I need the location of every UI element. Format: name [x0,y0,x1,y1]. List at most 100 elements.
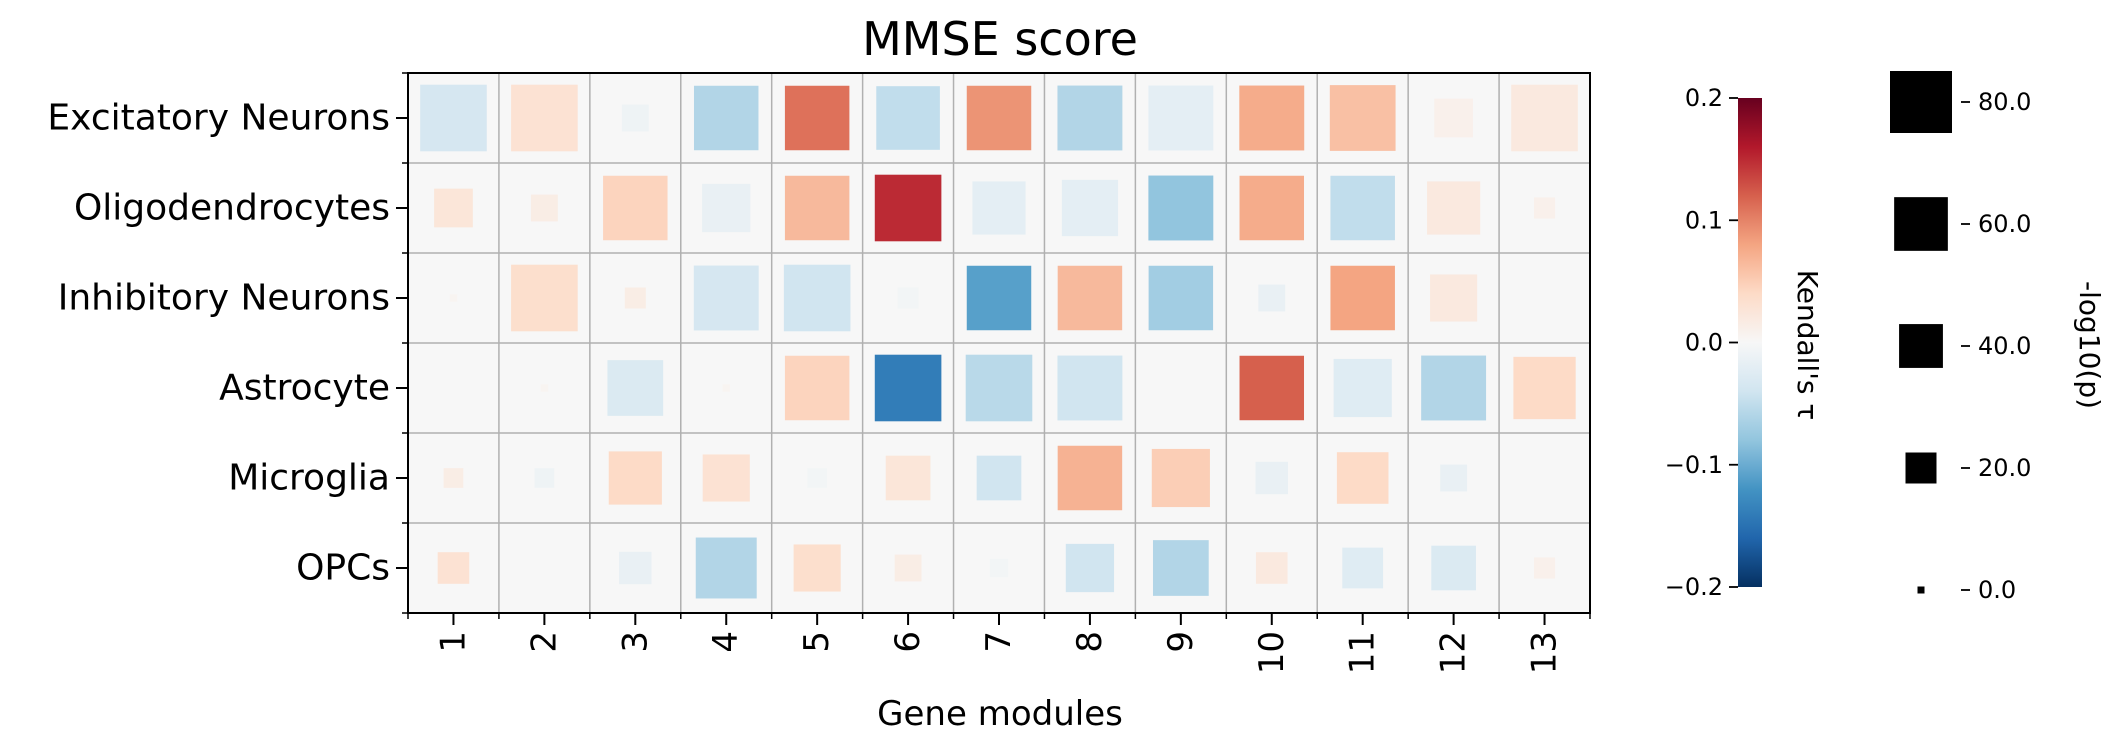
heatmap-cell-1-5 [784,85,850,151]
x-tick-label: 11 [1343,631,1383,674]
chart-title: MMSE score [862,12,1138,66]
heatmap-cell-5-12 [1440,464,1468,492]
heatmap-cell-4-11 [1333,358,1392,418]
heatmap-cell-6-5 [793,544,841,592]
heatmap-cell-3-11 [1330,265,1395,331]
heatmap-cell-2-10 [1239,175,1305,241]
heatmap-cell-2-7 [972,181,1026,235]
heatmap-cell-3-3 [624,287,646,309]
colorbar-tick-label: 0.1 [1685,206,1723,234]
heatmap-cell-5-8 [1057,445,1123,511]
heatmap-cell-1-13 [1511,84,1578,152]
heatmap-cell-6-6 [894,554,922,582]
colorbar-gradient [1738,98,1762,587]
x-axis-label: Gene modules [877,694,1123,734]
heatmap-cell-2-9 [1148,175,1214,241]
heatmap-cell-1-12 [1434,98,1473,138]
heatmap-cell-5-7 [976,455,1022,501]
heatmap-cell-3-6 [897,287,919,309]
heatmap-cell-2-4 [702,183,751,233]
y-tick-label: Excitatory Neurons [47,98,390,139]
heatmap-cell-4-3 [607,360,664,416]
heatmap-cell-3-9 [1148,265,1214,331]
size-legend-square [1905,452,1937,484]
heatmap-cell-2-11 [1330,175,1395,241]
heatmap-cell-1-11 [1329,85,1396,151]
heatmap-cell-1-2 [511,84,578,152]
heatmap-cell-4-4 [722,384,730,392]
heatmap-cell-6-4 [695,537,757,599]
x-tick-label: 13 [1525,631,1565,674]
heatmap-cell-5-3 [608,451,662,505]
size-legend-tick-label: 60.0 [1978,210,2031,238]
y-tick-label: Oligodendrocytes [74,188,390,229]
colorbar-tick-label: 0.2 [1685,84,1723,112]
heatmap-cell-5-1 [443,468,464,488]
heatmap-cell-2-8 [1061,179,1119,237]
x-tick-label: 7 [979,631,1019,653]
heatmap-cell-3-7 [966,265,1032,331]
heatmap-cell-5-11 [1336,452,1389,504]
heatmap-cell-2-12 [1427,181,1481,235]
colorbar-tick-label: −0.2 [1665,573,1723,601]
heatmap-cell-3-4 [693,265,759,331]
heatmap-cell-1-6 [876,86,940,150]
x-tick-label: 2 [524,631,564,653]
heatmap-cell-2-3 [603,175,668,241]
heatmap-cell-3-8 [1057,265,1123,331]
size-legend-square [1890,71,1952,133]
heatmap-cell-6-7 [989,558,1009,578]
y-tick-label: Astrocyte [219,368,390,409]
x-tick-label: 3 [615,631,655,653]
colorbar-tick-label: 0.0 [1685,329,1723,357]
x-tick-label: 4 [706,631,746,653]
size-legend: 80.0 60.0 40.0 20.0 0.0 [1890,71,2031,604]
colorbar-tick-label: −0.1 [1665,451,1723,479]
heatmap-cell-6-11 [1342,547,1384,589]
heatmap-cell-4-2 [540,384,549,392]
heatmap-cell-3-10 [1258,284,1286,312]
heatmap-cell-4-6 [874,354,942,422]
heatmap-cell-6-13 [1534,557,1556,579]
heatmap-cell-3-2 [511,264,578,332]
heatmap-cell-1-4 [693,85,759,151]
size-legend-square [1917,586,1925,594]
heatmap-cell-5-5 [807,468,828,488]
size-legend-square [1894,197,1948,251]
heatmap-cell-6-1 [437,552,470,584]
colorbar-label: Kendall's τ [1791,270,1824,420]
heatmap-cell-4-7 [965,354,1033,422]
y-tick-label: OPCs [296,548,390,589]
heatmap-cell-5-9 [1151,448,1210,508]
size-legend-square [1899,324,1943,368]
heatmap-cell-1-3 [621,104,649,132]
heatmap-cell-1-9 [1148,85,1214,151]
heatmap-cell-4-8 [1057,355,1123,421]
heatmap-cell-4-5 [784,355,850,421]
colorbar: 0.2 0.1 0.0 −0.1 −0.2 [1665,84,1762,601]
size-legend-tick-label: 40.0 [1978,332,2031,360]
size-legend-tick-label: 0.0 [1978,576,2016,604]
heatmap-cell-4-12 [1421,355,1487,421]
x-tick-label: 10 [1252,631,1292,674]
heatmap-cell-5-6 [885,455,931,501]
heatmap-cell-1-1 [420,84,487,152]
heatmap-cell-3-5 [783,264,851,332]
heatmap-cell-3-1 [449,294,458,302]
heatmap-cell-1-10 [1239,85,1305,151]
heatmap-cell-6-3 [619,551,652,585]
heatmap-cell-6-8 [1065,543,1115,593]
y-tick-label: Microglia [228,458,390,499]
x-tick-label: 5 [797,631,837,653]
x-tick-label: 9 [1161,631,1201,653]
heatmap-cell-2-6 [874,174,942,242]
heatmap-cell-5-10 [1255,461,1288,495]
x-tick-label: 12 [1434,631,1474,674]
heatmap-cell-6-12 [1431,545,1476,591]
heatmap-cell-6-10 [1255,552,1288,584]
size-legend-tick-label: 20.0 [1978,454,2031,482]
x-tick-label: 1 [433,631,473,653]
heatmap-cell-3-12 [1430,274,1478,322]
